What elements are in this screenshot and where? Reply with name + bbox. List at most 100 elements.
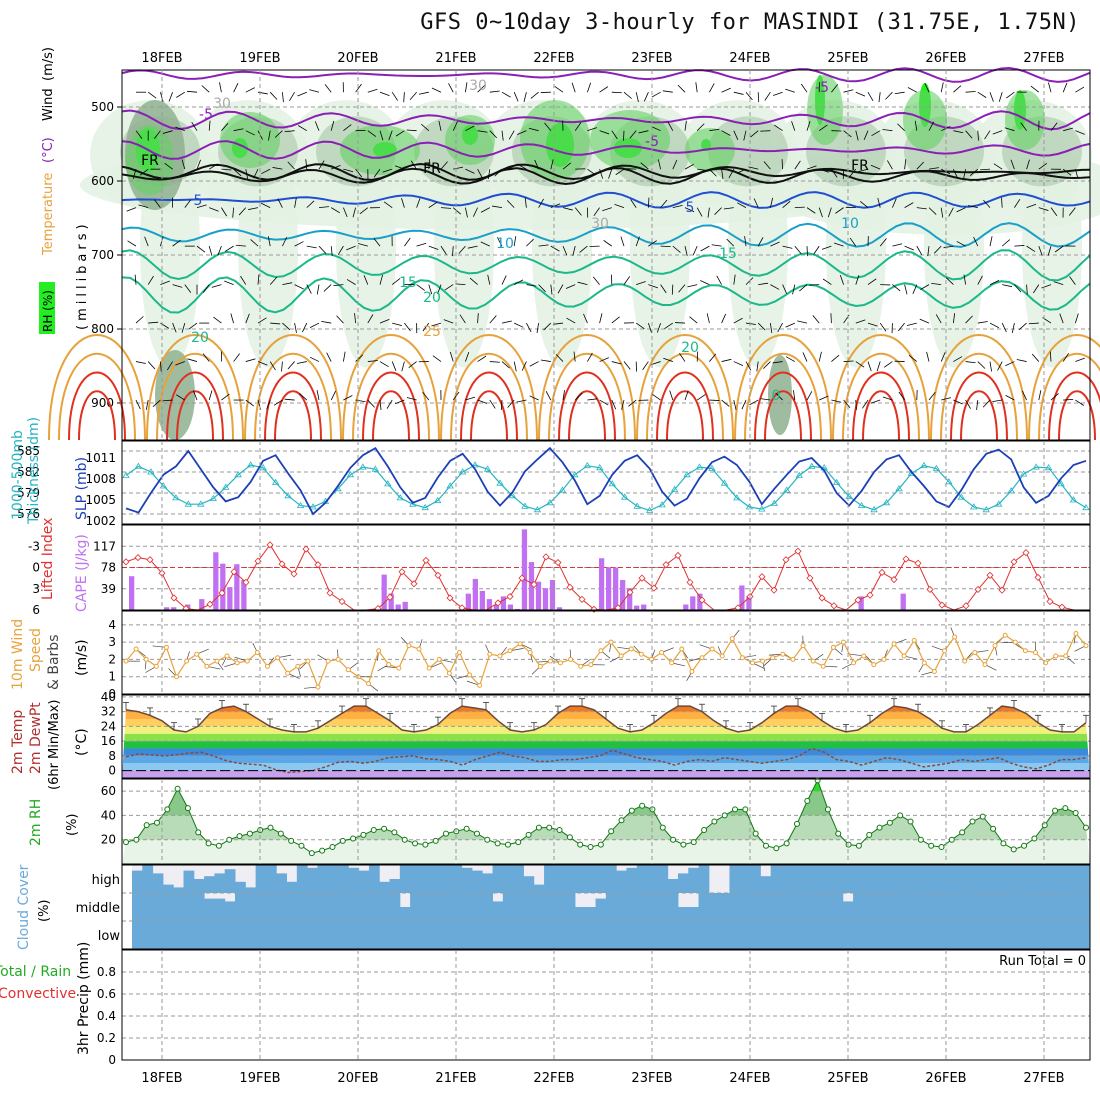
wind-speed-point [821, 664, 825, 668]
li-point [879, 569, 885, 575]
wind-speed-point [609, 640, 613, 644]
wind-speed-line [126, 634, 1086, 688]
rh-point [619, 818, 624, 823]
wind-speed-point [579, 664, 583, 668]
wind-speed-point [811, 659, 815, 663]
slp-label: SLP (mb) [74, 457, 90, 520]
rh-point [392, 830, 397, 835]
wind-speed-point [498, 654, 502, 658]
rh-point [805, 798, 810, 803]
rh-point [278, 831, 283, 836]
cloud-bar-high [544, 865, 555, 893]
wind-speed-point [1003, 633, 1007, 637]
cloud-bar-high [771, 865, 782, 893]
cloud-bar-high [822, 865, 833, 893]
wind-speed-point [559, 661, 563, 665]
li-point [507, 594, 513, 600]
cloud-bar-high [153, 873, 164, 893]
cloud-bar-high [245, 887, 256, 893]
cloud-bar-middle [699, 893, 710, 921]
wind-ylabel-1: 10m Wind [10, 619, 26, 690]
cloud-bar-high [235, 882, 246, 893]
rh-point [671, 837, 676, 842]
rh-bands [122, 779, 1090, 864]
rh-point [216, 843, 221, 848]
li-point [1035, 574, 1041, 580]
cloud-bar-high [348, 868, 359, 893]
cloud-bar-middle [266, 893, 277, 921]
rh-point [185, 806, 190, 811]
wind-speed-point [478, 683, 482, 687]
cloud-bar-middle [1008, 893, 1019, 921]
cape-bar [620, 580, 625, 610]
wind-speed-point [781, 652, 785, 656]
li-point [915, 560, 921, 566]
cloud-bar-middle [225, 901, 236, 921]
cloud-bar-high [935, 865, 946, 893]
wind-speed-point [195, 652, 199, 656]
cloud-layer-label: low [98, 929, 121, 944]
wind-speed-point [144, 657, 148, 661]
cape-bar [536, 582, 541, 610]
cloud-bar-high [606, 865, 617, 893]
temp-band [122, 741, 1090, 748]
wind-tick-label: 1 [108, 670, 116, 684]
li-tick-label: 0 [32, 561, 40, 575]
li-point [891, 577, 897, 583]
wind-speed-point [761, 659, 765, 663]
wind-speed-point [1033, 651, 1037, 655]
rh-point [743, 807, 748, 812]
temp-ylabel-1: 2m Temp [10, 710, 26, 774]
wind-tick-label: 4 [108, 618, 116, 632]
cape-bar [466, 594, 471, 610]
rh-point [918, 837, 923, 842]
cloud-bar-middle [637, 893, 648, 921]
cloud-bar-high [1049, 865, 1060, 893]
wind-speed-point [276, 656, 280, 660]
cloud-bar-high [142, 865, 153, 893]
rh-band [122, 840, 1090, 864]
pressure-tick-label: 700 [91, 248, 114, 262]
temp-bands [122, 689, 1090, 778]
wind-speed-point [154, 664, 158, 668]
cloud-bar-middle [678, 907, 689, 921]
cloud-bar-high [534, 885, 545, 893]
rh-point [154, 820, 159, 825]
date-label-bottom: 23FEB [631, 1071, 672, 1086]
cloud-bar-high [369, 865, 380, 893]
rh-point [578, 842, 583, 847]
wind-unit: (m/s) [74, 639, 90, 676]
wind-speed-point [589, 663, 593, 667]
rh-point [206, 841, 211, 846]
rh-point [784, 841, 789, 846]
li-point [903, 556, 909, 562]
rh2m-unit: (%) [65, 814, 80, 837]
cloud-bar-high [132, 871, 143, 893]
cloud-unit-label: (%) [37, 900, 52, 923]
date-label-bottom: 20FEB [337, 1071, 378, 1086]
wind-barb [672, 285, 673, 295]
rh-point [856, 843, 861, 848]
cloud-bar-middle [596, 899, 607, 921]
wind-speed-point [326, 659, 330, 663]
contour-label: 20 [681, 340, 699, 356]
rh-point [526, 832, 531, 837]
cloud-bar-middle [493, 901, 504, 921]
wind-speed-point [175, 675, 179, 679]
rh-point [175, 786, 180, 791]
temp-tick-label: 16 [101, 734, 116, 748]
rh-tick-label: 20 [101, 833, 116, 847]
rh-shading-mid [520, 100, 590, 180]
temp-tick-label: 32 [101, 705, 116, 719]
contour-label: 10 [496, 236, 514, 252]
cape-bar [683, 605, 688, 610]
date-label-top: 25FEB [827, 51, 868, 66]
cloud-bar-high [1008, 865, 1019, 893]
precip-ylabel: 3hr Precip (mm) [76, 942, 92, 1055]
li-ylabel: Lifted Index [40, 518, 56, 600]
cloud-bar-middle [287, 893, 298, 921]
rh-point [413, 841, 418, 846]
